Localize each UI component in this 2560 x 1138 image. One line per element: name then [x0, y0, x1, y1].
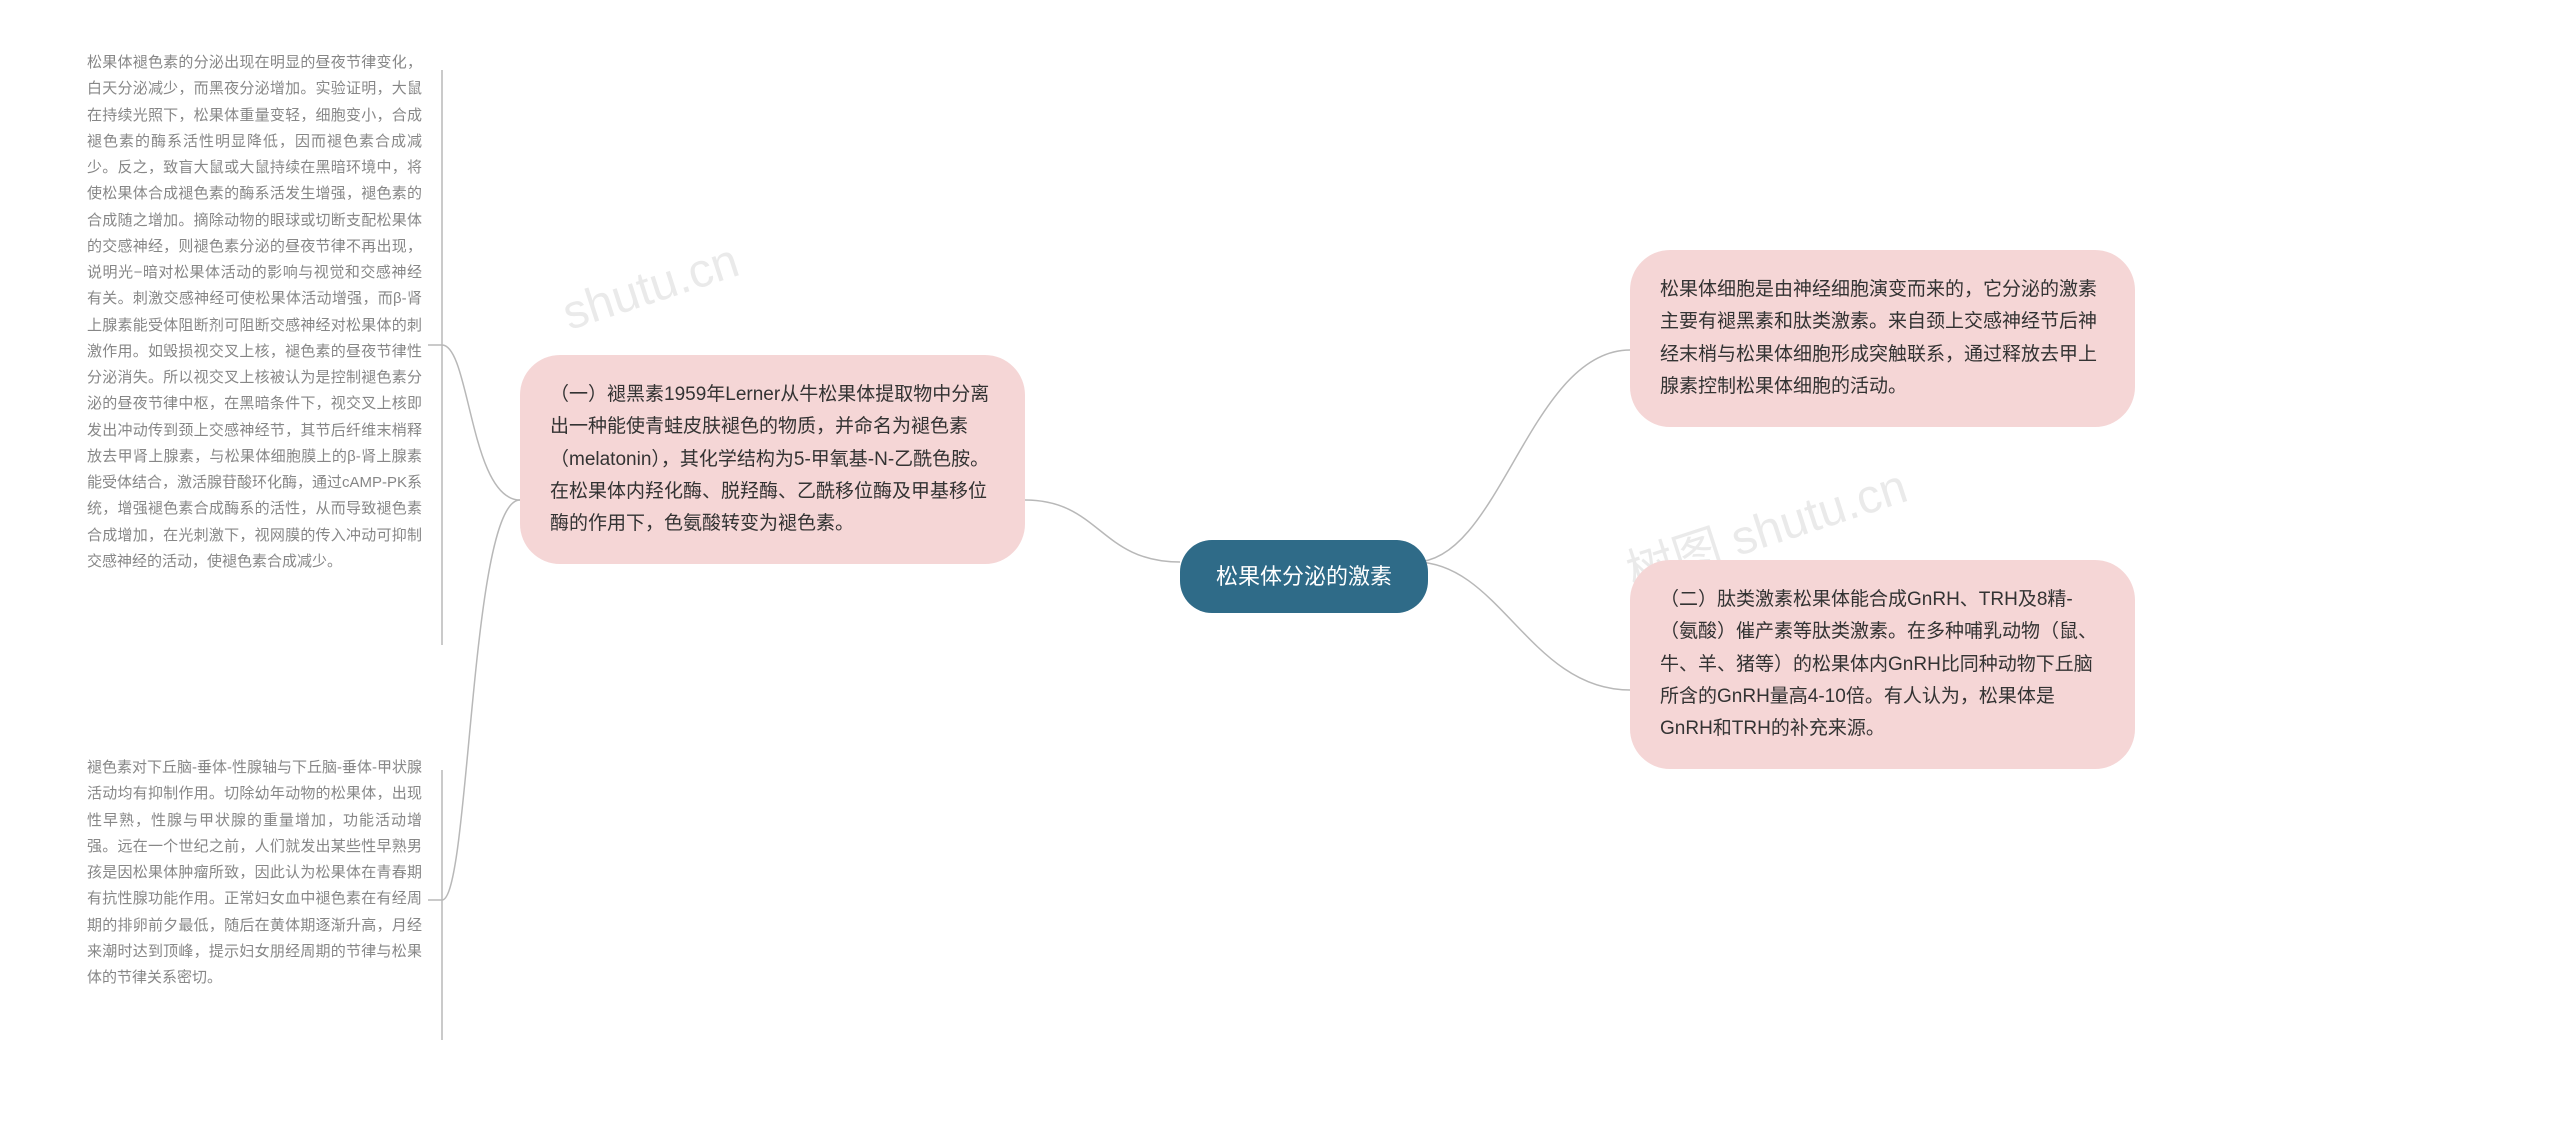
left-main-node[interactable]: （一）褪黑素1959年Lerner从牛松果体提取物中分离出一种能使青蛙皮肤褪色的… — [520, 355, 1025, 564]
edge-left-to-leaf-bottom — [442, 500, 520, 900]
center-node[interactable]: 松果体分泌的激素 — [1180, 540, 1428, 613]
right-top-node[interactable]: 松果体细胞是由神经细胞演变而来的，它分泌的激素主要有褪黑素和肽类激素。来自颈上交… — [1630, 250, 2135, 427]
bracket-leaf-bottom — [428, 770, 442, 1040]
edge-left-to-leaf-top — [442, 345, 520, 500]
bracket-leaf-top — [428, 70, 442, 645]
edge-center-to-right-top — [1415, 350, 1630, 562]
watermark-1: shutu.cn — [556, 233, 746, 341]
right-bottom-node[interactable]: （二）肽类激素松果体能合成GnRH、TRH及8精-（氨酸）催产素等肽类激素。在多… — [1630, 560, 2135, 769]
leaf-top-node: 松果体褪色素的分泌出现在明显的昼夜节律变化，白天分泌减少，而黑夜分泌增加。实验证… — [87, 50, 422, 575]
edge-center-to-left — [1025, 500, 1180, 562]
leaf-bottom-node: 褪色素对下丘脑-垂体-性腺轴与下丘脑-垂体-甲状腺活动均有抑制作用。切除幼年动物… — [87, 755, 422, 991]
edge-center-to-right-bottom — [1415, 562, 1630, 690]
